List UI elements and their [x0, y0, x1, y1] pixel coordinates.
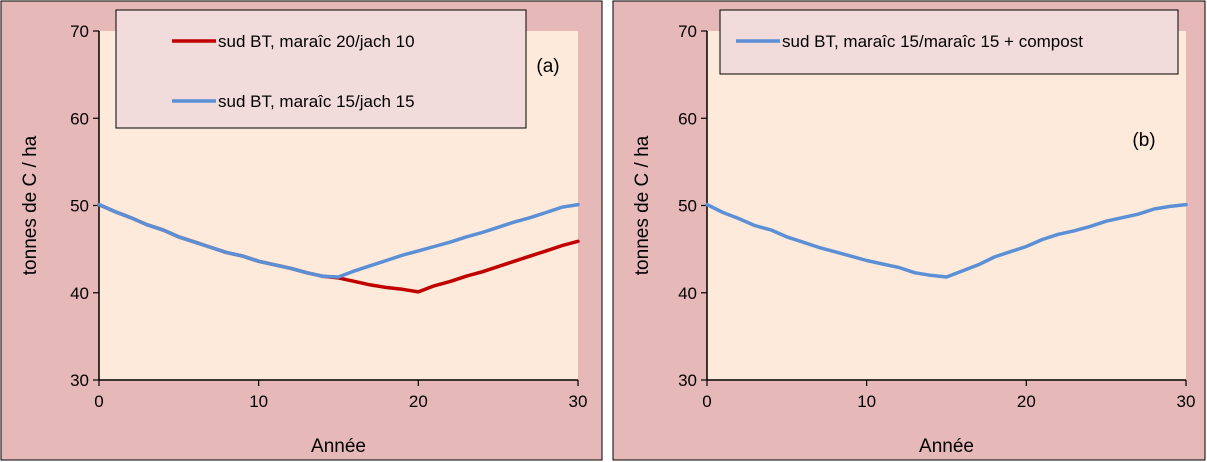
- x-tick-label: 20: [1017, 392, 1036, 411]
- y-tick-label: 40: [678, 284, 697, 303]
- panel-tag: (b): [1132, 130, 1155, 151]
- y-tick-label: 70: [70, 22, 89, 41]
- legend-label: sud BT, maraîc 15/jach 15: [218, 92, 415, 111]
- y-axis-title: tonnes de C / ha: [632, 135, 653, 275]
- x-axis-title: Année: [919, 436, 974, 457]
- chart-panel-a: 30 40 50 60 70 0 10 20 30 Année tonnes de C / ha su…: [0, 0, 603, 461]
- x-tick-label: 30: [1177, 392, 1196, 411]
- x-tick-label: 20: [409, 392, 428, 411]
- x-tick-label: 30: [569, 392, 588, 411]
- legend-label: sud BT, maraîc 15/maraîc 15 + compost: [782, 32, 1083, 51]
- legend-box: [115, 9, 527, 129]
- y-tick-label: 60: [70, 109, 89, 128]
- x-tick-label: 10: [249, 392, 268, 411]
- panel-tag: (a): [536, 56, 559, 77]
- y-tick-label: 60: [678, 109, 697, 128]
- plot-area: [707, 31, 1186, 380]
- y-tick-label: 30: [678, 371, 697, 390]
- series-line-2: [97, 202, 580, 279]
- y-tick-label: 30: [70, 371, 89, 390]
- x-tick-label: 10: [857, 392, 876, 411]
- y-tick-label: 50: [70, 197, 89, 216]
- series-line-1: [705, 202, 1188, 279]
- y-tick-label: 70: [678, 22, 697, 41]
- x-axis-title: Année: [311, 436, 366, 457]
- legend-box: [719, 9, 1179, 75]
- chart-panel-b: 30 40 50 60 70 0 10 20 30 Année tonnes de C / ha su…: [612, 0, 1206, 461]
- legend-label: sud BT, maraîc 20/jach 10: [218, 32, 415, 51]
- x-tick-label: 0: [94, 392, 103, 411]
- y-axis-title: tonnes de C / ha: [20, 135, 41, 275]
- x-tick-label: 0: [702, 392, 711, 411]
- y-tick-label: 50: [678, 197, 697, 216]
- y-tick-label: 40: [70, 284, 89, 303]
